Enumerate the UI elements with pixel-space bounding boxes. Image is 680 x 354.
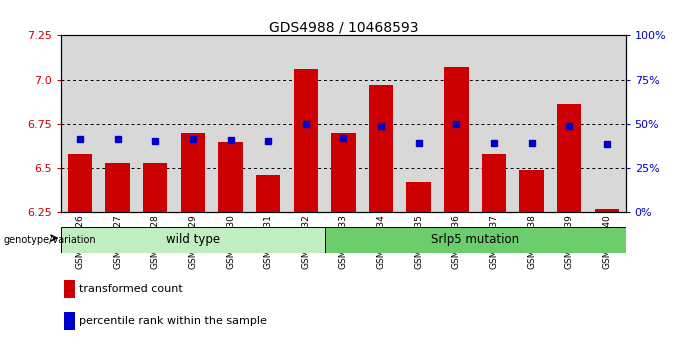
Bar bbox=[218, 142, 243, 212]
Bar bbox=[294, 69, 318, 212]
Text: Srlp5 mutation: Srlp5 mutation bbox=[431, 233, 519, 246]
Text: genotype/variation: genotype/variation bbox=[3, 235, 96, 245]
Bar bbox=[256, 175, 280, 212]
Bar bbox=[143, 163, 167, 212]
Bar bbox=[64, 280, 75, 298]
Text: percentile rank within the sample: percentile rank within the sample bbox=[80, 316, 267, 326]
Bar bbox=[64, 312, 75, 330]
Bar bbox=[594, 209, 619, 212]
Bar bbox=[61, 227, 324, 253]
Bar bbox=[557, 104, 581, 212]
Bar bbox=[481, 154, 506, 212]
Bar bbox=[68, 154, 92, 212]
Bar bbox=[369, 85, 393, 212]
Bar bbox=[407, 182, 431, 212]
Bar bbox=[324, 227, 626, 253]
Text: transformed count: transformed count bbox=[80, 284, 183, 294]
Title: GDS4988 / 10468593: GDS4988 / 10468593 bbox=[269, 20, 418, 34]
Text: wild type: wild type bbox=[166, 233, 220, 246]
Bar bbox=[520, 170, 544, 212]
Bar bbox=[331, 133, 356, 212]
Bar bbox=[181, 133, 205, 212]
Bar bbox=[105, 163, 130, 212]
Bar bbox=[444, 67, 469, 212]
